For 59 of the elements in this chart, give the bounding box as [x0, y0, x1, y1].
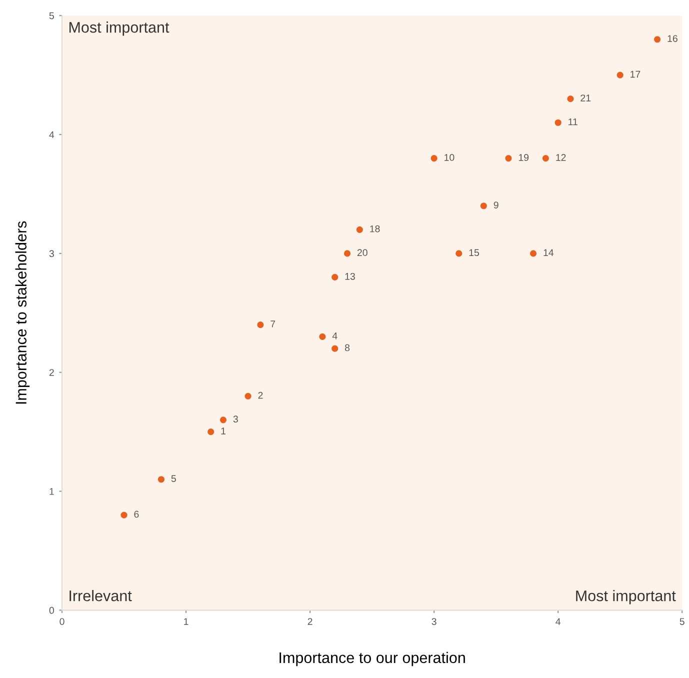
annotation: 1 — [221, 428, 226, 434]
annotation: 7 — [270, 320, 276, 328]
annotation: 13 — [345, 272, 355, 280]
x-tick-label: 1 — [184, 618, 188, 625]
point — [530, 250, 537, 257]
annotation: Most important — [69, 22, 170, 36]
annotation: 16 — [668, 35, 678, 42]
x-tick-label: 5 — [680, 618, 684, 625]
annotation: 17 — [630, 70, 640, 78]
annotation: 5 — [171, 475, 176, 482]
annotation: 19 — [518, 154, 529, 161]
point — [505, 155, 512, 162]
x-tick-label: 0 — [60, 618, 64, 625]
point — [542, 155, 549, 162]
point — [319, 333, 326, 340]
annotation: 18 — [370, 225, 380, 232]
point — [332, 345, 338, 352]
point — [654, 36, 661, 43]
annotation: 9 — [494, 202, 498, 208]
y-tick-label: 2 — [49, 369, 54, 376]
annotation: 2 — [258, 392, 263, 399]
point — [158, 476, 165, 483]
x-tick-label: 3 — [432, 618, 436, 625]
point — [344, 250, 351, 257]
y-tick-label: 5 — [49, 12, 54, 20]
x-axis-title: Importance to our operation — [280, 652, 465, 666]
point — [208, 428, 214, 436]
y-tick-label: 4 — [49, 131, 54, 138]
y-tick-label: 3 — [49, 250, 54, 258]
annotation: 10 — [444, 154, 454, 161]
point — [244, 392, 252, 400]
point — [332, 274, 338, 281]
point — [616, 72, 624, 78]
annotation: 20 — [357, 249, 368, 256]
point — [356, 226, 363, 233]
point — [430, 155, 438, 162]
point — [554, 119, 562, 126]
annotation: 6 — [134, 510, 139, 518]
annotation: 11 — [568, 118, 578, 126]
y-tick-label: 0 — [49, 606, 54, 614]
point — [567, 96, 574, 102]
x-tick-label: 4 — [556, 618, 561, 625]
y-axis-title: Importance to stakeholders — [15, 221, 30, 404]
annotation: 8 — [345, 344, 350, 352]
point — [480, 202, 487, 210]
point — [120, 512, 128, 518]
x-tick-label: 2 — [308, 618, 312, 625]
annotation: Irrelevant — [70, 590, 132, 602]
annotation: 12 — [556, 154, 566, 161]
y-tick-label: 1 — [50, 488, 54, 495]
annotation: 4 — [332, 332, 338, 340]
annotation: Most important — [576, 590, 676, 604]
point — [456, 250, 462, 257]
annotation: 14 — [544, 249, 554, 256]
annotation: 21 — [580, 94, 591, 102]
annotation: 15 — [469, 249, 480, 256]
annotation: 3 — [233, 416, 238, 423]
point — [257, 321, 264, 328]
point — [220, 416, 227, 424]
